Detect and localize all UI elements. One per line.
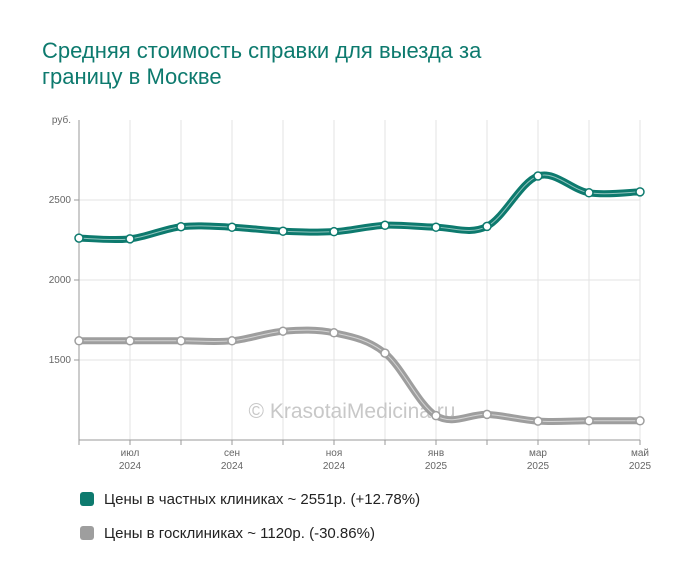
data-point[interactable] (635, 187, 645, 197)
legend-label-public: Цены в госклиниках ~ 1120р. (-30.86%) (104, 524, 375, 542)
legend-item-private[interactable]: Цены в частных клиниках ~ 2551р. (+12.78… (80, 488, 420, 510)
x-tick-label-year: 2025 (425, 461, 448, 472)
data-point[interactable] (584, 188, 594, 198)
data-point[interactable] (125, 234, 135, 244)
data-point[interactable] (635, 416, 645, 426)
y-unit-label: руб. (52, 114, 71, 126)
x-tick-label-month: янв (428, 448, 444, 459)
legend-label-private: Цены в частных клиниках ~ 2551р. (+12.78… (104, 490, 421, 508)
data-point[interactable] (74, 233, 84, 243)
series-line (75, 171, 644, 244)
data-point[interactable] (482, 409, 492, 420)
data-point[interactable] (431, 410, 441, 421)
chart-title-line-2: границу в Москве (42, 64, 222, 89)
y-tick-label: 1500 (49, 355, 72, 366)
x-tick-label-month: мар (529, 448, 547, 459)
series-layer (74, 171, 645, 426)
x-tick-label-month: июл (121, 448, 140, 459)
legend: Цены в частных клиниках ~ 2551р. (+12.78… (80, 488, 420, 556)
y-tick-label: 2000 (49, 275, 72, 286)
data-point[interactable] (227, 336, 237, 346)
data-point[interactable] (533, 171, 543, 181)
series-private-clinics (74, 171, 645, 244)
x-tick-label-year: 2024 (119, 461, 142, 472)
x-tick-label-year: 2025 (527, 461, 550, 472)
axes: 1500 2000 2500 руб. июл 2024 сен 2024 ноя 2024 янв… (49, 114, 652, 472)
data-point[interactable] (176, 336, 186, 346)
data-point[interactable] (329, 226, 339, 237)
x-tick-label-year: 2024 (221, 461, 244, 472)
data-point[interactable] (278, 326, 288, 336)
legend-swatch-public (80, 526, 94, 540)
x-tick-label-year: 2024 (323, 461, 346, 472)
data-point[interactable] (278, 226, 288, 236)
x-tick-label-month: май (631, 448, 649, 459)
data-point[interactable] (482, 221, 492, 232)
data-point[interactable] (380, 220, 390, 231)
data-point[interactable] (533, 416, 543, 426)
data-point[interactable] (329, 328, 339, 338)
data-point[interactable] (74, 336, 84, 346)
series-public-clinics (74, 326, 645, 426)
data-point[interactable] (227, 222, 237, 232)
x-tick-label-month: сен (224, 448, 240, 459)
chart-title-line-1: Средняя стоимость справки для выезда за (42, 38, 482, 63)
data-point[interactable] (431, 222, 441, 232)
legend-swatch-private (80, 492, 94, 506)
y-tick-label: 2500 (49, 195, 72, 206)
data-point[interactable] (584, 416, 594, 426)
legend-item-public[interactable]: Цены в госклиниках ~ 1120р. (-30.86%) (80, 522, 420, 544)
x-tick-label-year: 2025 (629, 461, 652, 472)
data-point[interactable] (176, 221, 186, 232)
grid-lines (78, 120, 641, 440)
data-point[interactable] (380, 348, 390, 358)
x-tick-label-month: ноя (326, 448, 343, 459)
watermark-text: © KrasotaiMedicina.ru (249, 400, 456, 423)
data-point[interactable] (125, 336, 135, 346)
chart-title: Средняя стоимость справки для выезда за … (42, 38, 602, 90)
